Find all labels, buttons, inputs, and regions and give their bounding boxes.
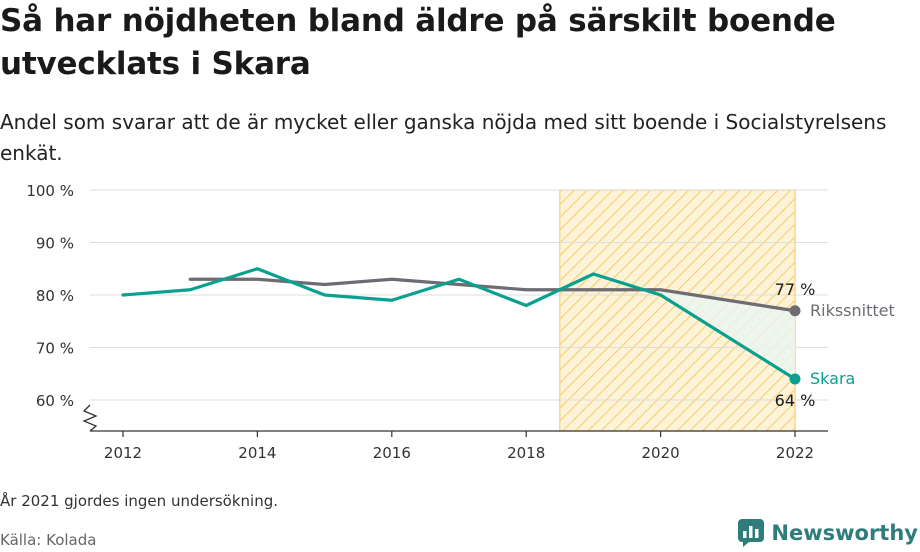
series-label-skara: Skara	[810, 369, 855, 388]
newsworthy-logo: Newsworthy	[737, 518, 918, 548]
x-tick-label: 2014	[238, 444, 276, 462]
brand-name: Newsworthy	[771, 521, 918, 545]
chart-title: Så har nöjdheten bland äldre på särskilt…	[0, 3, 836, 82]
x-tick-label: 2012	[104, 444, 142, 462]
x-tick-label: 2016	[373, 444, 411, 462]
series-line-rikssnittet	[188, 277, 797, 313]
y-tick-label: 90 %	[36, 235, 74, 253]
chart-logo-icon	[738, 519, 765, 547]
y-tick-label: 100 %	[26, 182, 74, 200]
x-tick-label: 2020	[642, 444, 680, 462]
x-tick-label: 2022	[776, 444, 814, 462]
chart-subtitle: Andel som svarar att de är mycket eller …	[0, 110, 887, 165]
series-label-rikssnittet: Rikssnittet	[810, 301, 895, 320]
y-tick-label: 80 %	[36, 287, 74, 305]
y-tick-label: 70 %	[36, 340, 74, 358]
y-tick-label: 60 %	[36, 392, 74, 410]
data-label-skara: 64 %	[775, 391, 816, 410]
series-endpoint-rikssnittet	[789, 305, 801, 317]
source-label: Källa: Kolada	[0, 531, 97, 549]
axis-break-icon	[82, 404, 98, 432]
x-tick-label: 2018	[507, 444, 545, 462]
footnote: År 2021 gjordes ingen undersökning.	[0, 492, 279, 510]
series-endpoint-skara	[789, 373, 801, 385]
line-chart: 60 % 70 % 80 % 90 % 100 % 2012 2014 2016 2018 20…	[26, 182, 895, 462]
data-label-rikssnittet: 77 %	[775, 280, 816, 299]
series-line-skara	[121, 267, 797, 381]
